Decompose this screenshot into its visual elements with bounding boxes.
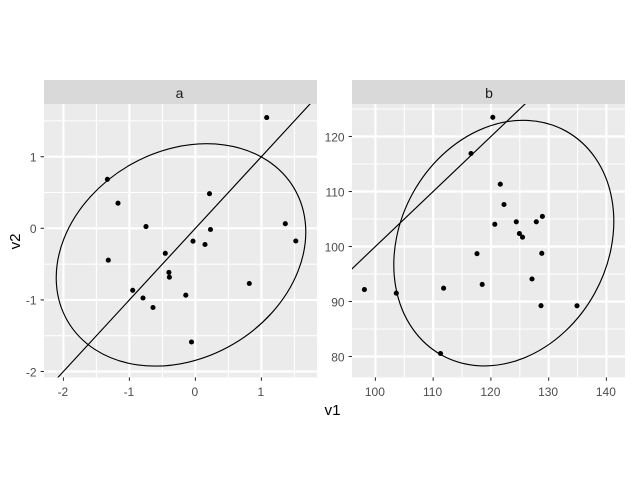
svg-text:-1: -1 <box>124 385 135 399</box>
svg-text:0: 0 <box>30 222 37 236</box>
svg-text:-1: -1 <box>26 294 37 308</box>
svg-text:1: 1 <box>258 385 265 399</box>
svg-text:b: b <box>485 85 493 101</box>
svg-text:110: 110 <box>325 185 344 199</box>
svg-text:80: 80 <box>331 350 345 364</box>
svg-text:-2: -2 <box>58 385 69 399</box>
svg-text:130: 130 <box>538 385 558 399</box>
svg-text:-2: -2 <box>26 365 37 379</box>
svg-text:140: 140 <box>596 385 616 399</box>
svg-text:100: 100 <box>365 385 385 399</box>
svg-text:100: 100 <box>325 240 345 254</box>
svg-text:110: 110 <box>423 385 442 399</box>
svg-text:1: 1 <box>30 151 37 165</box>
svg-text:120: 120 <box>325 130 345 144</box>
svg-text:v2: v2 <box>7 233 24 249</box>
svg-text:120: 120 <box>480 385 500 399</box>
svg-text:0: 0 <box>192 385 199 399</box>
svg-text:v1: v1 <box>324 402 340 419</box>
svg-text:90: 90 <box>331 295 345 309</box>
svg-text:a: a <box>176 85 184 101</box>
